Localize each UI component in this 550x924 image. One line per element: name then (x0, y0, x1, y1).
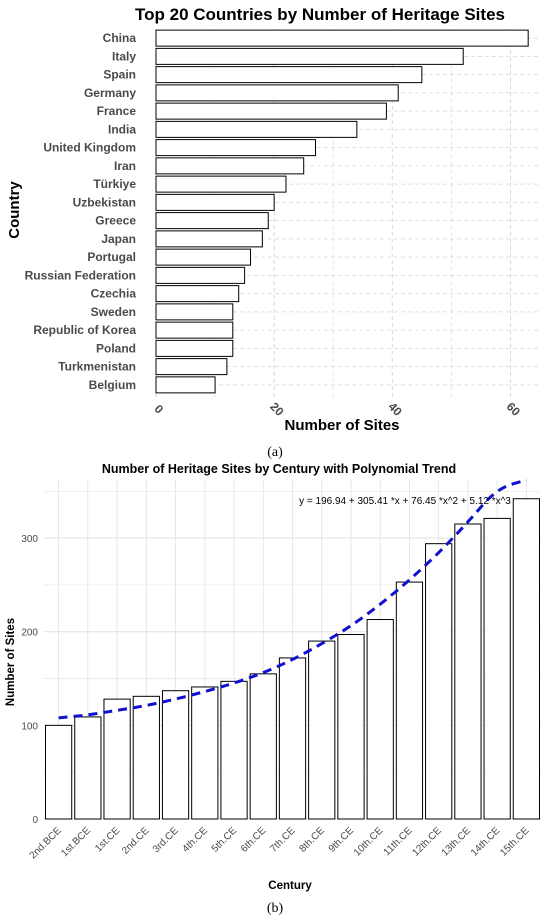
bar-czechia (155, 285, 240, 303)
bar-spain (155, 66, 423, 84)
category-label-china: China (103, 31, 137, 45)
bar-6th-ce (249, 673, 277, 820)
bar-8th-ce (308, 640, 336, 820)
category-label-united-kingdom: United Kingdom (43, 141, 136, 155)
category-label-germany: Germany (84, 86, 136, 100)
bar-sweden (155, 303, 234, 321)
bar-iran (155, 157, 305, 175)
chart-b-y-axis-label: Number of Sites (5, 618, 17, 706)
category-label-t-rkiye: Türkiye (93, 177, 136, 191)
bar-13th-ce (454, 523, 482, 820)
category-label-japan: Japan (101, 232, 136, 246)
category-label-russian-federation: Russian Federation (25, 268, 136, 282)
bar-turkmenistan (155, 358, 228, 376)
bar-10th-ce (366, 619, 394, 820)
category-label-italy: Italy (112, 49, 136, 63)
bar-1st-ce (103, 698, 131, 820)
category-label-uzbekistan: Uzbekistan (73, 195, 136, 209)
chart-a-y-axis-label: Country (6, 181, 23, 239)
chart-b-trend-line (58, 478, 527, 720)
y-tick-label-100: 100 (21, 721, 38, 732)
category-label-iran: Iran (114, 159, 136, 173)
category-label-india: India (108, 122, 136, 136)
chart-b-title: Number of Heritage Sites by Century with… (102, 462, 456, 476)
chart-b-bars (45, 498, 541, 820)
y-tick-label-0: 0 (32, 815, 38, 826)
bar-1st-bce (74, 716, 102, 820)
chart-b-y-tick-labels: 0 100 200 300 (21, 534, 38, 826)
bar-uzbekistan (155, 193, 275, 211)
bar-12th-ce (425, 543, 453, 820)
category-label-belgium: Belgium (89, 378, 136, 392)
bar-14th-ce (483, 517, 511, 820)
bar-russian-federation (155, 266, 246, 284)
bar-9th-ce (337, 634, 365, 820)
bar-united-kingdom (155, 139, 317, 157)
chart-a-category-labels: China Italy Spain Germany France India United … (25, 31, 137, 392)
bar-greece (155, 212, 269, 230)
category-label-greece: Greece (95, 214, 136, 228)
chart-a-x-axis-label: Number of Sites (284, 417, 399, 434)
bar-belgium (155, 376, 216, 394)
y-tick-label-300: 300 (21, 534, 38, 545)
bar-t-rkiye (155, 175, 287, 193)
bar-china (155, 29, 529, 47)
bar-japan (155, 230, 263, 248)
bar-3rd-ce (161, 690, 190, 820)
bar-2nd-bce (45, 724, 73, 820)
bar-germany (155, 84, 399, 102)
bar-italy (155, 47, 464, 65)
category-label-portugal: Portugal (87, 250, 136, 264)
category-label-republic-of-korea: Republic of Korea (33, 323, 136, 337)
bar-5th-ce (220, 680, 248, 820)
bar-portugal (155, 248, 252, 266)
bar-4th-ce (191, 686, 219, 820)
chart-b-panel-label: (b) (267, 901, 284, 916)
category-label-france: France (97, 104, 137, 118)
chart-b-x-axis-label: Century (268, 880, 312, 892)
chart-a-bars (155, 29, 529, 394)
chart-a-title: Top 20 Countries by Number of Heritage S… (135, 5, 505, 24)
bar-2nd-ce (132, 695, 160, 820)
bar-india (155, 120, 358, 138)
bar-france (155, 102, 387, 120)
chart-b-trend-equation: y = 196.94 + 305.41 *x + 76.45 *x^2 + 5.… (299, 496, 511, 507)
chart-a: Top 20 Countries by Number of Heritage S… (6, 5, 540, 460)
bar-poland (155, 339, 234, 357)
chart-a-panel-label: (a) (267, 445, 283, 460)
y-tick-label-200: 200 (21, 628, 38, 639)
bar-7th-ce (278, 657, 307, 820)
category-label-sweden: Sweden (91, 305, 136, 319)
category-label-turkmenistan: Turkmenistan (58, 360, 136, 374)
bar-republic-of-korea (155, 321, 234, 339)
bar-15th-ce (512, 498, 541, 820)
category-label-czechia: Czechia (91, 287, 137, 301)
bar-11th-ce (395, 581, 424, 820)
category-label-poland: Poland (96, 341, 136, 355)
category-label-spain: Spain (103, 68, 136, 82)
